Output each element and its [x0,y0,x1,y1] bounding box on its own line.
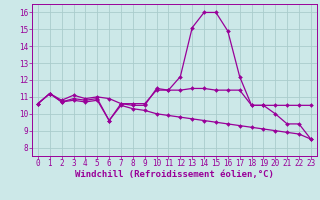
X-axis label: Windchill (Refroidissement éolien,°C): Windchill (Refroidissement éolien,°C) [75,170,274,179]
